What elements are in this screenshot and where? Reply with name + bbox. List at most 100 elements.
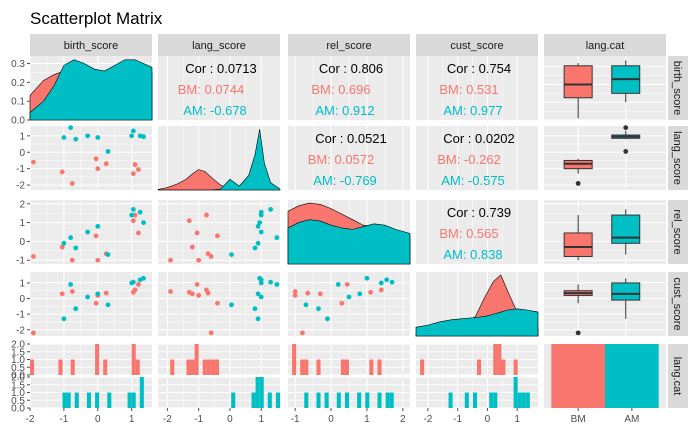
x-tick-label: 0	[95, 414, 101, 425]
point-AM	[335, 282, 341, 287]
row-label-cust_score: cust_score	[671, 277, 683, 330]
panel-birth_score-vs-lang-cat	[544, 56, 666, 120]
hist-bar-cust_score-BM	[420, 359, 425, 375]
point-BM	[93, 300, 99, 306]
point-AM	[325, 316, 330, 322]
hist-bar-rel_score-AM	[365, 392, 370, 408]
y-tick-label: -2	[16, 325, 25, 336]
y-tick-label: 1.0	[11, 355, 25, 366]
box-outlier-AM	[623, 149, 629, 154]
point-AM	[257, 220, 263, 225]
column-label-rel_score: rel_score	[326, 40, 371, 52]
hist-bar-rel_score-AM	[324, 392, 329, 408]
hist-bar-lang_score-BM	[206, 359, 211, 375]
point-AM	[255, 316, 261, 322]
hist-bar-lang_score-BM	[194, 344, 199, 375]
x-tick-label: -1	[194, 414, 203, 425]
y-tick-label: 0.5	[11, 363, 25, 374]
density-cust_score-AM	[415, 308, 539, 337]
hist-bar-lang_score-AM	[267, 392, 272, 408]
hist-bar-birth_score-AM	[95, 392, 100, 408]
point-BM	[317, 291, 323, 297]
x-tick-label: AM	[624, 414, 639, 425]
hist-bar-birth_score-BM	[103, 359, 108, 375]
hist-bar-birth_score-BM	[135, 359, 140, 375]
point-BM	[292, 289, 298, 294]
point-AM	[137, 209, 143, 215]
point-AM	[61, 135, 67, 140]
point-BM	[130, 218, 136, 224]
point-AM	[255, 240, 261, 246]
y-tick-label: 0	[19, 294, 25, 305]
point-BM	[30, 159, 36, 165]
hist-bar-cust_score-BM	[477, 359, 482, 375]
point-AM	[252, 306, 258, 312]
row-strip-birth_score	[668, 56, 688, 120]
point-BM	[204, 212, 209, 218]
point-AM	[105, 252, 111, 257]
y-tick-label: 2	[19, 199, 25, 210]
point-BM	[136, 167, 141, 172]
point-BM	[69, 181, 75, 186]
y-tick-label: 0.0	[11, 371, 25, 382]
point-BM	[132, 162, 138, 167]
point-AM	[73, 245, 79, 251]
hist-bar-rel_score-AM	[304, 392, 309, 408]
corr-AM: AM: 0.838	[443, 247, 502, 262]
panel-birth_score-vs-lang_score	[158, 56, 280, 120]
box-outlier-BM	[575, 330, 581, 336]
hist-bar-lang_score-BM	[202, 359, 207, 375]
column-label-cust_score: cust_score	[450, 40, 503, 52]
point-BM	[168, 257, 173, 263]
point-BM	[103, 161, 109, 167]
hist-bar-lang_score-BM	[190, 359, 195, 375]
point-AM	[61, 316, 67, 322]
x-tick-label: -2	[163, 414, 172, 425]
corr-overall: Cor : 0.739	[447, 205, 511, 220]
hist-bar-lang_score-BM	[210, 359, 215, 375]
hist-bar-rel_score-BM	[369, 359, 374, 375]
point-BM	[205, 251, 211, 257]
point-AM	[61, 240, 67, 246]
hist-bar-birth_score-AM	[74, 392, 79, 408]
point-AM	[389, 279, 395, 285]
y-tick-label: 0.1	[11, 97, 25, 108]
point-AM	[255, 223, 261, 229]
point-BM	[130, 171, 136, 176]
y-tick-label: 0	[19, 237, 25, 248]
point-AM	[141, 220, 146, 225]
hist-bar-cust_score-AM	[464, 392, 469, 408]
x-tick-label: 2	[400, 414, 406, 425]
hist-bar-cust_score-AM	[489, 392, 494, 408]
corr-BM: BM: 0.0744	[178, 82, 245, 97]
row-label-birth_score: birth_score	[671, 61, 683, 115]
point-AM	[85, 229, 91, 235]
corr-overall: Cor : 0.754	[447, 61, 511, 76]
density-rel_score-AM	[287, 219, 411, 265]
hist-bar-rel_score-BM	[377, 359, 382, 375]
column-label-birth_score: birth_score	[64, 40, 118, 52]
density-birth_score-AM	[29, 59, 153, 121]
hist-bar-lang_score-BM	[170, 359, 175, 375]
category-bar-AM	[605, 344, 659, 408]
point-BM	[194, 282, 200, 287]
point-BM	[196, 293, 202, 298]
point-AM	[303, 302, 309, 308]
point-BM	[132, 287, 138, 293]
point-AM	[68, 235, 74, 241]
point-AM	[268, 279, 274, 285]
point-BM	[186, 289, 192, 295]
row-label-rel_score: rel_score	[671, 209, 683, 254]
hist-bar-rel_score-AM	[377, 392, 382, 408]
y-tick-label: 0.2	[11, 78, 25, 89]
panel-layer: birth_score lang_score rel_score cust_score…	[11, 34, 688, 425]
point-BM	[136, 230, 141, 236]
hist-bar-lang_score-BM	[186, 359, 191, 375]
point-AM	[141, 134, 146, 140]
hist-bar-birth_score-BM	[131, 344, 136, 375]
corr-AM: AM: -0.769	[313, 173, 377, 188]
corr-BM: BM: 0.0572	[308, 152, 375, 167]
point-AM	[258, 294, 264, 300]
point-BM	[204, 287, 209, 293]
box-outlier-AM	[623, 125, 629, 131]
